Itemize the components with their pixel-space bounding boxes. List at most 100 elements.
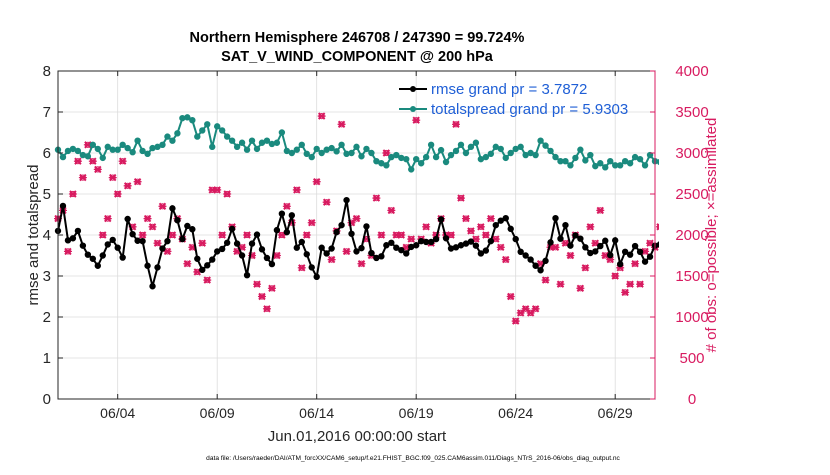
obs-assimilated-point <box>143 214 152 223</box>
obs-assimilated-point <box>282 202 291 211</box>
spread-point <box>472 139 480 146</box>
rmse-point <box>527 256 534 263</box>
spread-point <box>562 158 569 165</box>
obs-assimilated-point <box>387 206 396 215</box>
obs-assimilated-point <box>810 236 818 242</box>
obs-assimilated-point <box>461 214 470 223</box>
spread-point <box>189 117 196 124</box>
obs-possible-point <box>742 232 747 237</box>
chart-title-line2: SAT_V_WIND_COMPONENT @ 200 hPa <box>221 49 494 65</box>
obs-assimilated-point <box>681 285 689 291</box>
y-tick-label-left: 5 <box>43 186 51 203</box>
obs-assimilated-point <box>133 177 142 186</box>
y-tick-label-left: 8 <box>43 63 51 80</box>
spread-point <box>467 143 475 151</box>
obs-assimilated-point <box>780 248 788 254</box>
obs-assimilated-point <box>267 284 276 293</box>
spread-point <box>328 144 335 152</box>
obs-possible-point <box>727 269 732 274</box>
obs-possible-point <box>697 253 702 258</box>
obs-possible-point <box>802 224 807 229</box>
rmse-point <box>662 244 667 249</box>
x-tick-label: 06/14 <box>299 405 334 421</box>
obs-assimilated-point <box>731 171 739 177</box>
obs-assimilated-point <box>686 253 694 259</box>
rmse-point <box>348 230 355 237</box>
spread-point <box>313 145 320 153</box>
rmse-point <box>507 225 514 233</box>
x-tick-label: 06/09 <box>200 405 235 421</box>
spread-point <box>442 158 450 166</box>
rmse-point <box>592 248 599 255</box>
spread-point <box>722 161 727 166</box>
obs-assimilated-point <box>741 232 749 238</box>
spread-point <box>737 142 742 147</box>
obs-x-stroke <box>742 232 748 238</box>
spread-point <box>417 160 425 167</box>
obs-assimilated-point <box>631 259 640 268</box>
rmse-point <box>532 262 539 269</box>
rmse-point <box>74 227 82 235</box>
obs-possible-point <box>817 232 822 237</box>
legend-marker <box>410 86 416 92</box>
obs-assimilated-point <box>183 259 192 268</box>
obs-assimilated-point <box>466 227 475 235</box>
spread-point <box>422 153 430 161</box>
spread-point <box>184 114 191 121</box>
rmse-point <box>209 256 216 263</box>
spread-point <box>577 146 584 153</box>
rmse-point <box>567 242 574 249</box>
rmse-point <box>641 258 649 265</box>
obs-assimilated-point <box>586 223 595 231</box>
rmse-point <box>621 248 629 256</box>
rmse-point <box>214 248 221 255</box>
spread-point <box>656 158 659 166</box>
rmse-point <box>223 239 231 246</box>
rmse-point <box>432 235 440 243</box>
spread-point <box>616 162 624 169</box>
rmse-point <box>482 247 490 254</box>
obs-assimilated-point <box>317 112 326 120</box>
obs-x-stroke <box>662 265 668 271</box>
obs-possible-point <box>757 253 762 258</box>
rmse-point <box>442 235 450 242</box>
spread-point <box>462 149 470 157</box>
obs-x-stroke <box>771 236 777 242</box>
rmse-point <box>114 244 121 251</box>
obs-assimilated-point <box>168 231 177 239</box>
rmse-point <box>383 242 390 249</box>
obs-x-stroke <box>742 232 748 238</box>
obs-x-stroke <box>732 171 738 177</box>
spread-point <box>288 149 296 157</box>
spread-point <box>318 149 325 157</box>
obs-assimilated-point <box>790 248 798 254</box>
rmse-point <box>747 237 752 242</box>
obs-assimilated-point <box>447 231 456 239</box>
rmse-point <box>656 241 659 248</box>
obs-assimilated-point <box>108 173 117 182</box>
rmse-point <box>692 259 697 264</box>
rmse-point <box>378 253 385 260</box>
spread-point <box>597 160 604 167</box>
obs-possible-point <box>732 171 737 176</box>
rmse-point <box>597 242 604 250</box>
rmse-point <box>164 237 171 245</box>
spread-point <box>124 144 131 152</box>
rmse-point <box>338 221 345 229</box>
obs-x-stroke <box>761 281 767 287</box>
rmse-point <box>174 217 181 224</box>
obs-x-stroke <box>796 257 802 263</box>
spread-point <box>169 137 176 144</box>
obs-x-stroke <box>806 281 812 287</box>
obs-x-stroke <box>816 232 822 238</box>
spread-point <box>218 127 226 134</box>
obs-assimilated-point <box>820 228 828 234</box>
obs-assimilated-point <box>726 269 734 275</box>
obs-x-stroke <box>752 244 758 250</box>
rmse-point <box>204 262 211 269</box>
rmse-point <box>562 221 569 229</box>
obs-assimilated-point <box>148 223 157 231</box>
obs-assimilated-point <box>78 173 87 182</box>
